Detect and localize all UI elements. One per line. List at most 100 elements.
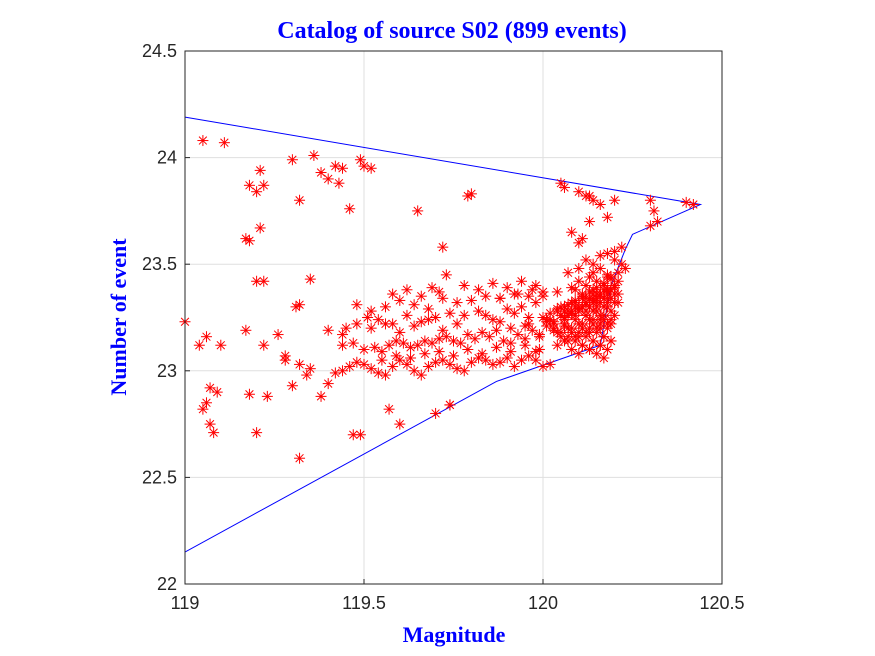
data-point [465, 294, 477, 306]
data-point [433, 286, 445, 298]
data-point [573, 262, 585, 274]
x-axis-ticks: 119 119.5 120 120.5 [171, 579, 745, 613]
data-point [458, 309, 470, 321]
y-tick-label: 24.5 [142, 41, 177, 61]
data-point [444, 399, 456, 411]
data-point [344, 361, 356, 373]
data-point [605, 314, 617, 326]
data-point [337, 339, 349, 351]
data-point [569, 284, 581, 296]
data-point [609, 245, 621, 257]
data-point [329, 367, 341, 379]
data-point [337, 365, 349, 377]
data-point [594, 199, 606, 211]
data-point [347, 337, 359, 349]
data-point [473, 305, 485, 317]
data-point [476, 348, 488, 360]
data-point [365, 162, 377, 174]
data-point [415, 369, 427, 381]
y-axis-ticks: 22 22.5 23 23.5 24 24.5 [142, 41, 190, 594]
data-point [455, 337, 467, 349]
data-point [433, 346, 445, 358]
data-point [290, 301, 302, 313]
data-point [573, 303, 585, 315]
data-point [286, 380, 298, 392]
data-point [573, 326, 585, 338]
data-point [533, 329, 545, 341]
data-point [394, 294, 406, 306]
data-point [422, 303, 434, 315]
data-point [337, 329, 349, 341]
plot-frame [184, 50, 723, 585]
data-point [573, 237, 585, 249]
data-point [591, 288, 603, 300]
data-point [480, 290, 492, 302]
data-point [251, 427, 263, 439]
data-point [444, 307, 456, 319]
data-point [541, 320, 553, 332]
data-point [440, 331, 452, 343]
data-point [458, 280, 470, 292]
data-point [580, 254, 592, 266]
data-point [215, 339, 227, 351]
data-point [372, 367, 384, 379]
data-point [197, 403, 209, 415]
data-point [526, 324, 538, 336]
data-point [476, 326, 488, 338]
data-point [437, 292, 449, 304]
data-point [448, 350, 459, 362]
data-point [218, 137, 230, 149]
data-point [601, 322, 613, 334]
data-point [451, 363, 463, 375]
data-point [379, 301, 391, 313]
data-point [584, 343, 596, 355]
data-point [537, 361, 549, 373]
data-point [308, 149, 320, 161]
data-point [458, 365, 470, 377]
data-point [598, 352, 610, 364]
data-point [401, 284, 413, 296]
data-point [322, 173, 334, 185]
data-point [616, 241, 628, 253]
data-point [315, 167, 327, 179]
data-point [405, 341, 417, 353]
data-point [261, 390, 273, 402]
data-point [365, 305, 377, 317]
data-point [405, 352, 417, 364]
data-point [562, 267, 574, 279]
data-point [601, 269, 613, 281]
data-point [508, 307, 520, 319]
y-tick-label: 22.5 [142, 467, 177, 487]
x-tick-label: 119 [171, 593, 200, 613]
data-point [294, 358, 306, 370]
data-point [576, 339, 588, 351]
data-point [516, 275, 528, 287]
data-point [243, 179, 255, 191]
data-point [580, 331, 592, 343]
x-tick-label: 120.5 [699, 593, 744, 613]
data-point [279, 354, 291, 366]
data-point [523, 350, 535, 362]
y-axis-label: Number of event [106, 238, 131, 396]
data-point [580, 309, 592, 321]
data-point [322, 324, 334, 336]
data-point [344, 203, 356, 215]
data-point [376, 354, 388, 366]
data-point [587, 267, 599, 279]
data-point [587, 305, 599, 317]
data-point [573, 186, 585, 198]
y-tick-label: 24 [157, 148, 177, 168]
data-point [562, 331, 574, 343]
data-point [680, 196, 692, 208]
data-point [498, 335, 510, 347]
y-tick-label: 22 [157, 574, 177, 594]
data-point [601, 343, 613, 355]
data-point [573, 348, 585, 360]
data-point [480, 309, 492, 321]
data-point [687, 199, 699, 211]
data-point [294, 452, 306, 464]
data-point [197, 135, 209, 147]
data-point [601, 211, 613, 223]
data-point [587, 335, 599, 347]
